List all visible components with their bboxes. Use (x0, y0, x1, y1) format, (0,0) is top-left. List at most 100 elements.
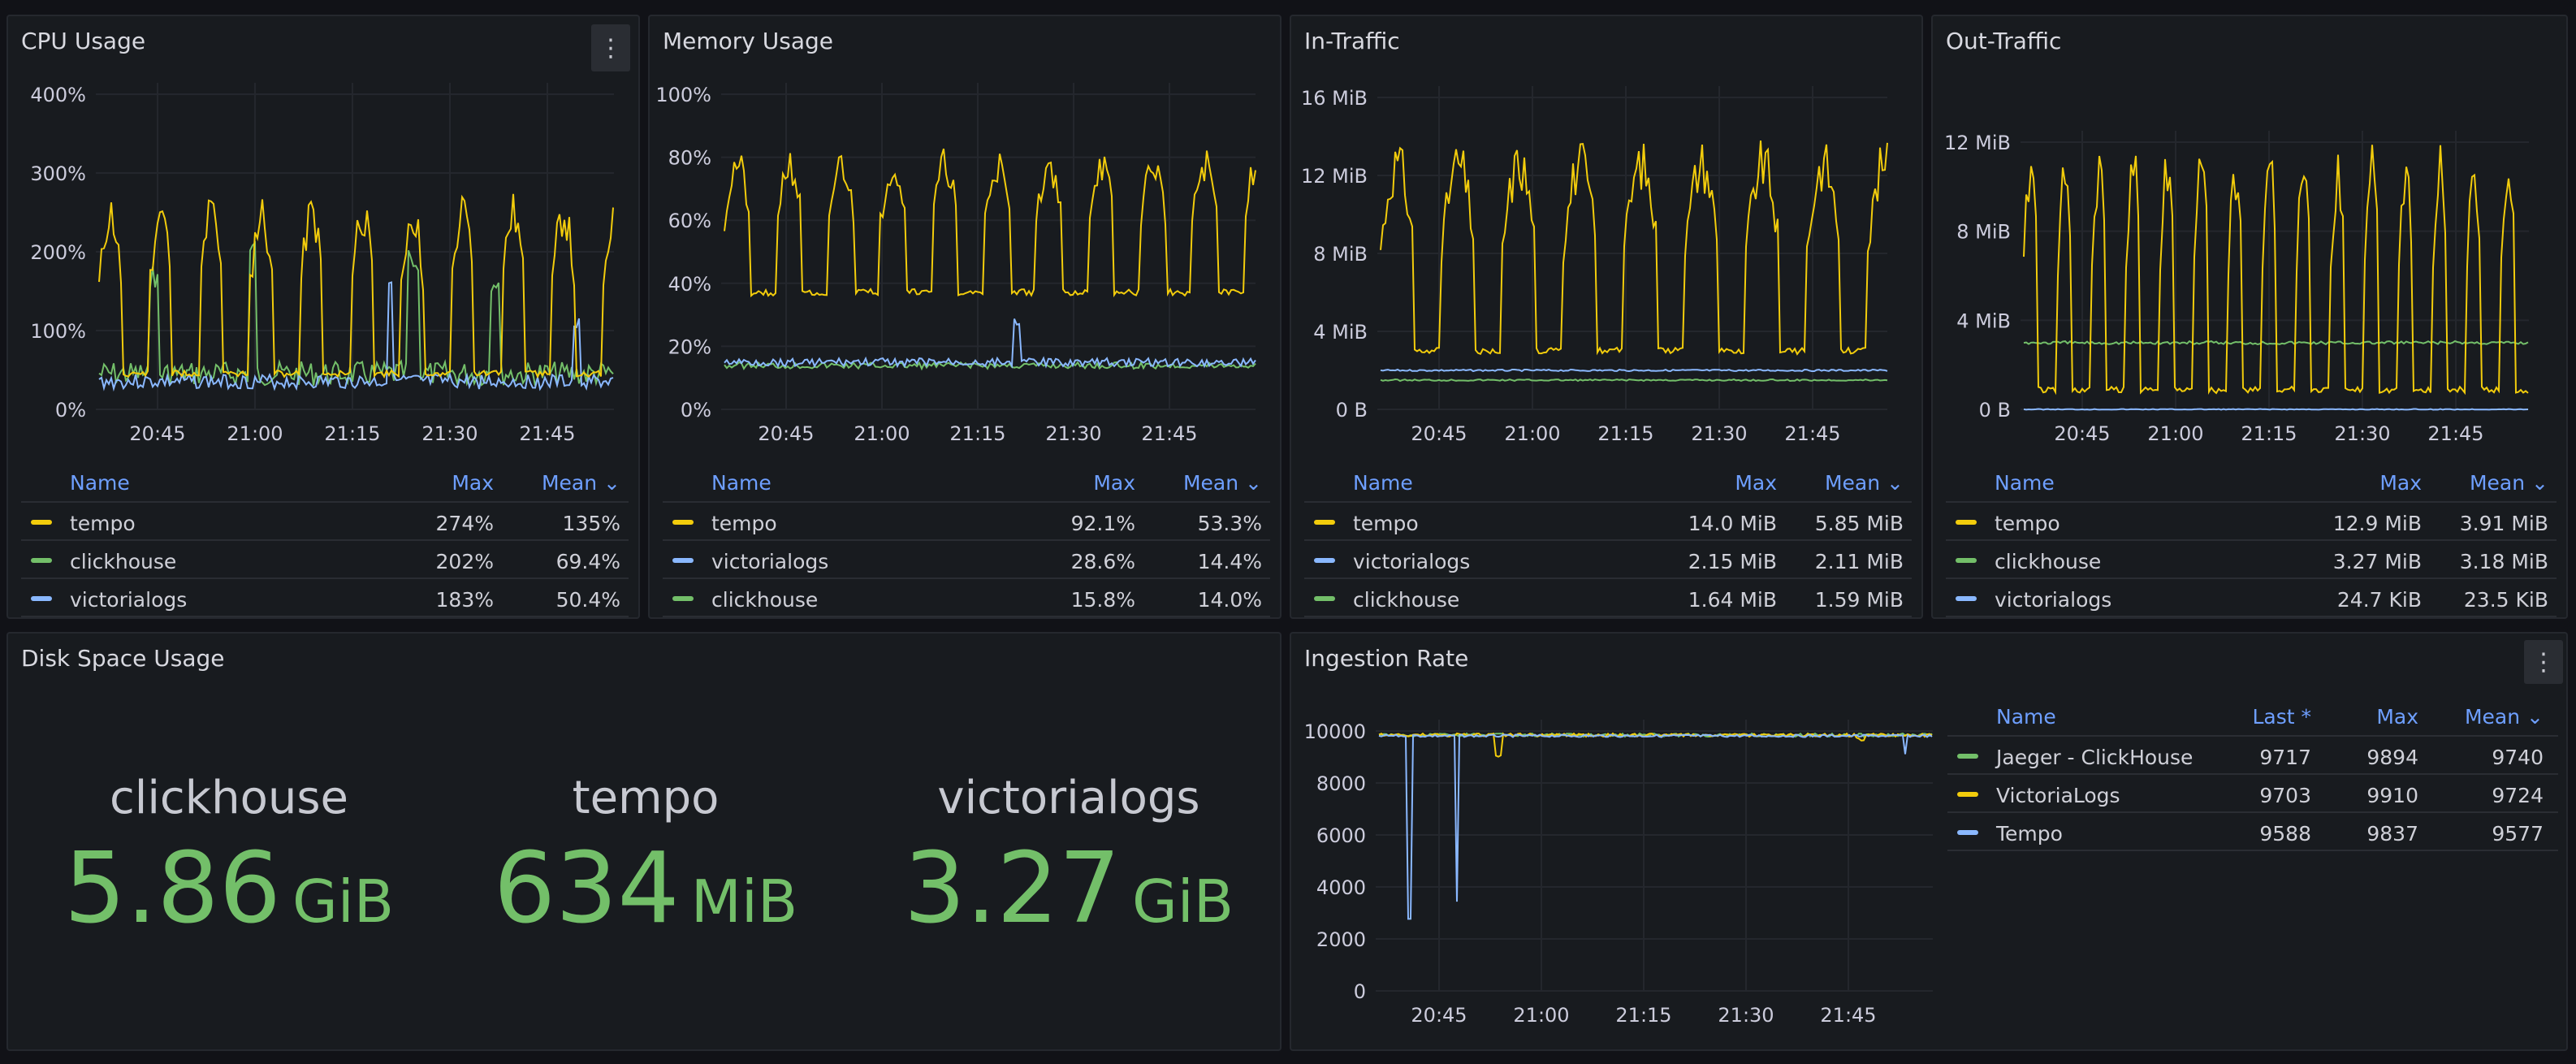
y-tick-label: 0 B (1336, 399, 1368, 422)
legend-header-name[interactable]: Name (1996, 705, 2056, 729)
series-max: 202% (435, 550, 494, 573)
disk-space-usage-panel: Disk Space Usage clickhouse 5.86 GiB temp… (6, 632, 1282, 1051)
series-mean: 9724 (2492, 784, 2544, 807)
series-name: clickhouse (1995, 550, 2102, 573)
legend-header-max[interactable]: Max (1093, 471, 1135, 495)
legend-header: Name Max Mean ⌄ (663, 465, 1270, 503)
stat-tempo: tempo 634 MiB (443, 772, 849, 945)
legend-header-max[interactable]: Max (2376, 705, 2418, 729)
y-tick-label: 0 (1354, 980, 1366, 1003)
panel-title: Memory Usage (663, 28, 834, 54)
series-mean: 1.59 MiB (1814, 588, 1904, 612)
stat-unit: GiB (292, 867, 395, 936)
series-color-swatch (1957, 830, 1978, 835)
legend-row[interactable]: clickhouse 202% 69.4% (21, 541, 629, 579)
series-line (1378, 733, 1933, 920)
legend-row[interactable]: tempo 92.1% 53.3% (663, 503, 1270, 541)
legend-row[interactable]: VictoriaLogs 9703 9910 9724 (1947, 775, 2558, 813)
series-max: 274% (435, 512, 494, 535)
stat-value: 3.27 (903, 833, 1121, 945)
y-tick-label: 8 MiB (1956, 221, 2011, 244)
series-mean: 53.3% (1197, 512, 1262, 535)
legend-header: Name Max Mean ⌄ (1304, 465, 1912, 503)
series-line (1380, 141, 1888, 356)
series-max: 28.6% (1070, 550, 1135, 573)
series-max: 183% (435, 588, 494, 612)
legend-header-max[interactable]: Max (1735, 471, 1777, 495)
legend-header-name[interactable]: Name (1353, 471, 1413, 495)
series-last: 9703 (2259, 784, 2311, 807)
series-max: 9837 (2366, 822, 2418, 846)
x-tick-label: 21:30 (2334, 422, 2390, 445)
x-tick-label: 21:00 (2147, 422, 2203, 445)
panel-title: Out-Traffic (1946, 28, 2062, 54)
x-tick-label: 21:45 (519, 422, 575, 445)
legend-header-max[interactable]: Max (452, 471, 494, 495)
legend-header-last[interactable]: Last * (2252, 705, 2311, 729)
cpu-chart: 400% 300% 200% 100% 0% 20:45 21:00 21:15 21:30 21… (30, 83, 614, 445)
series-name: victorialogs (1995, 588, 2112, 612)
legend-header-mean[interactable]: Mean ⌄ (541, 471, 620, 495)
legend-row[interactable]: tempo 14.0 MiB 5.85 MiB (1304, 503, 1912, 541)
legend-row[interactable]: Tempo 9588 9837 9577 (1947, 813, 2558, 851)
series-color-swatch (1957, 792, 1978, 797)
series-color-swatch (31, 596, 52, 601)
series-name: victorialogs (1353, 550, 1471, 573)
y-tick-label: 400% (30, 84, 86, 106)
legend-header-mean[interactable]: Mean ⌄ (1824, 471, 1904, 495)
x-tick-label: 21:00 (1513, 1004, 1569, 1027)
stat-clickhouse: clickhouse 5.86 GiB (26, 772, 432, 945)
stat-unit: MiB (690, 867, 798, 936)
legend-row[interactable]: tempo 274% 135% (21, 503, 629, 541)
series-name: Jaeger - ClickHouse (1996, 746, 2193, 769)
series-mean: 9577 (2492, 822, 2544, 846)
series-max: 14.0 MiB (1688, 512, 1777, 535)
legend-row[interactable]: clickhouse 15.8% 14.0% (663, 579, 1270, 617)
legend-row[interactable]: victorialogs 24.7 KiB 23.5 KiB (1946, 579, 2557, 617)
legend-row[interactable]: victorialogs 28.6% 14.4% (663, 541, 1270, 579)
series-max: 2.15 MiB (1688, 550, 1777, 573)
series-name: Tempo (1996, 822, 2063, 846)
legend-row[interactable]: clickhouse 3.27 MiB 3.18 MiB (1946, 541, 2557, 579)
panel-title: Ingestion Rate (1304, 645, 1469, 672)
series-mean: 14.0% (1197, 588, 1262, 612)
cpu-usage-panel: CPU Usage ⋮ 400% 300% 200% 100% 0% 20:45 21:00… (6, 15, 640, 619)
series-mean: 3.91 MiB (2459, 512, 2548, 535)
legend-header-mean[interactable]: Mean ⌄ (1182, 471, 1262, 495)
kebab-menu-icon[interactable]: ⋮ (2524, 640, 2563, 684)
series-name: tempo (711, 512, 777, 535)
series-max: 15.8% (1070, 588, 1135, 612)
legend-row[interactable]: victorialogs 2.15 MiB 2.11 MiB (1304, 541, 1912, 579)
x-tick-label: 21:30 (1691, 422, 1747, 445)
y-tick-label: 0% (55, 399, 86, 422)
x-tick-label: 20:45 (2054, 422, 2110, 445)
y-tick-label: 200% (30, 241, 86, 264)
out-traffic-chart: 12 MiB 8 MiB 4 MiB 0 B 20:45 21:00 21:15 21:30 2… (1944, 131, 2529, 445)
series-line (98, 193, 614, 379)
series-color-swatch (31, 520, 52, 525)
series-name: victorialogs (70, 588, 188, 612)
panel-title: CPU Usage (21, 28, 146, 54)
series-line (2023, 408, 2529, 411)
legend-header-name[interactable]: Name (1995, 471, 2055, 495)
series-color-swatch (1314, 596, 1335, 601)
legend-row[interactable]: victorialogs 183% 50.4% (21, 579, 629, 617)
x-tick-label: 21:45 (1820, 1004, 1876, 1027)
legend-header-max[interactable]: Max (2379, 471, 2422, 495)
legend-header-name[interactable]: Name (70, 471, 130, 495)
legend-row[interactable]: tempo 12.9 MiB 3.91 MiB (1946, 503, 2557, 541)
y-tick-label: 20% (668, 335, 711, 358)
legend-header-mean[interactable]: Mean ⌄ (2469, 471, 2548, 495)
legend-header-name[interactable]: Name (711, 471, 772, 495)
x-tick-label: 20:45 (1411, 1004, 1467, 1027)
legend-header-mean[interactable]: Mean ⌄ (2464, 705, 2544, 729)
legend-row[interactable]: Jaeger - ClickHouse 9717 9894 9740 (1947, 737, 2558, 775)
legend-header: Name Max Mean ⌄ (21, 465, 629, 503)
kebab-menu-icon[interactable]: ⋮ (591, 24, 630, 71)
series-line (724, 360, 1256, 371)
series-mean: 2.11 MiB (1814, 550, 1904, 573)
legend-row[interactable]: clickhouse 1.64 MiB 1.59 MiB (1304, 579, 1912, 617)
series-color-swatch (1956, 558, 1977, 563)
y-tick-label: 4000 (1316, 876, 1366, 899)
x-tick-label: 20:45 (1411, 422, 1467, 445)
